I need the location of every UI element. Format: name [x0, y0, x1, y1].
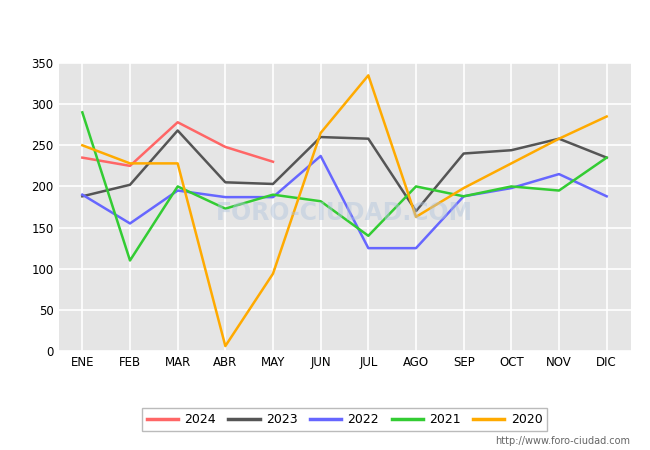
Text: FORO-CIUDAD.COM: FORO-CIUDAD.COM	[216, 201, 473, 225]
Text: http://www.foro-ciudad.com: http://www.foro-ciudad.com	[495, 436, 630, 446]
Text: Matriculaciones de Vehiculos en Rivas-Vaciamadrid: Matriculaciones de Vehiculos en Rivas-Va…	[113, 18, 537, 36]
Legend: 2024, 2023, 2022, 2021, 2020: 2024, 2023, 2022, 2021, 2020	[142, 408, 547, 431]
